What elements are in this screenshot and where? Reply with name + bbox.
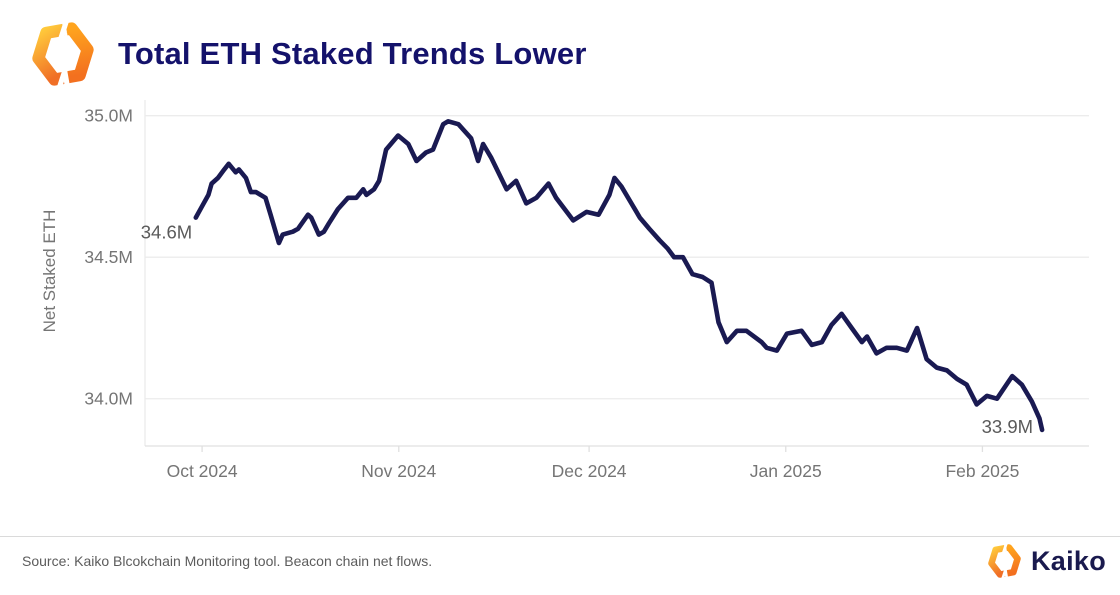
kaiko-logo-icon (987, 544, 1022, 578)
y-axis-title: Net Staked ETH (40, 210, 59, 333)
x-tick-label: Feb 2025 (945, 461, 1019, 481)
footer-divider (0, 536, 1120, 537)
header: Total ETH Staked Trends Lower (30, 22, 587, 86)
source-note: Source: Kaiko Blcokchain Monitoring tool… (22, 553, 433, 569)
annotation-start-value: 34.6M (141, 222, 192, 243)
y-tick-label: 34.5M (84, 247, 133, 267)
brand-wordmark: Kaiko (1030, 545, 1106, 576)
page-title: Total ETH Staked Trends Lower (118, 36, 587, 71)
x-tick-label: Jan 2025 (750, 461, 822, 481)
x-tick-label: Oct 2024 (167, 461, 238, 481)
y-tick-label: 35.0M (84, 106, 133, 126)
x-tick-label: Dec 2024 (552, 461, 627, 481)
y-tick-label: 34.0M (84, 389, 133, 409)
brand-footer: Kaiko (987, 544, 1106, 578)
net-staked-eth-line (193, 119, 1045, 433)
kaiko-logo-icon (30, 22, 96, 86)
x-tick-label: Nov 2024 (361, 461, 436, 481)
annotation-end-value: 33.9M (982, 416, 1033, 437)
